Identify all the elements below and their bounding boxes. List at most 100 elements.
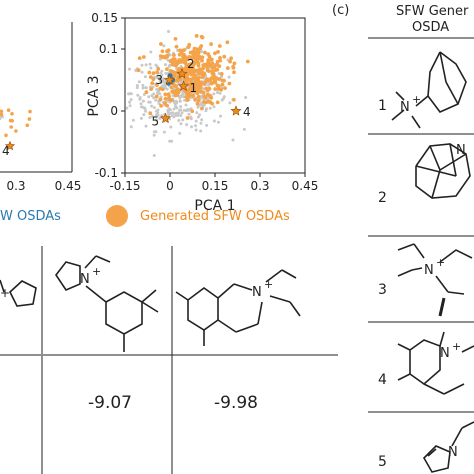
scatter-point — [159, 71, 163, 75]
y-tick-label: -0.1 — [95, 166, 118, 180]
highlighted-star — [4, 140, 16, 151]
scatter-point — [176, 113, 180, 117]
scatter-point — [141, 99, 145, 103]
scatter-point — [231, 138, 235, 142]
scatter-point — [160, 49, 165, 54]
highlight-label: 3 — [155, 73, 163, 87]
scatter-point — [194, 34, 199, 38]
scatter-point — [129, 125, 133, 129]
scatter-point — [191, 93, 196, 98]
scatter-point — [183, 78, 188, 83]
scatter-point — [217, 44, 222, 48]
left-x-tick-label: 0.3 — [6, 179, 25, 193]
scatter-point — [231, 65, 236, 70]
svg-text:N: N — [440, 346, 450, 361]
scatter-point — [149, 87, 154, 91]
scatter-point — [165, 67, 169, 71]
scatter-point — [225, 40, 230, 45]
scatter-point — [166, 111, 170, 115]
scatter-point — [165, 103, 170, 108]
scatter-point — [139, 102, 143, 106]
scatter-point — [175, 106, 179, 110]
legend: W OSDAs Generated SFW OSDAs — [0, 205, 290, 227]
scatter-point — [143, 75, 147, 79]
scatter-point — [194, 128, 198, 132]
scatter-point — [209, 57, 214, 62]
main-x-axis-label: PCA 1 — [194, 198, 235, 214]
scatter-point — [148, 116, 152, 119]
scatter-point — [232, 61, 237, 66]
scatter-point — [148, 62, 152, 66]
scatter-point — [212, 105, 216, 109]
scatter-point — [168, 63, 172, 67]
scatter-point — [242, 127, 246, 131]
panel-c-row-number: 5 — [378, 454, 387, 470]
scatter-point — [163, 81, 167, 85]
scatter-point — [152, 92, 156, 96]
molecule-structure: N — [415, 143, 471, 199]
scatter-point — [196, 105, 200, 109]
scatter-point — [195, 111, 199, 115]
scatter-point — [156, 113, 160, 117]
scatter-point — [193, 60, 198, 64]
scatter-point — [172, 107, 176, 111]
scatter-point — [190, 77, 195, 81]
scatter-point — [178, 99, 182, 103]
panel-c: (c) SFW Gener OSDA 1 2 3 4 5 N + — [332, 3, 474, 473]
scatter-point — [172, 57, 177, 62]
scatter-point — [186, 56, 191, 61]
scatter-point — [187, 91, 192, 96]
scatter-point — [165, 87, 169, 91]
scatter-point — [218, 56, 222, 60]
scatter-point — [208, 77, 213, 82]
scatter-point — [158, 116, 162, 120]
scatter-point — [150, 104, 154, 108]
scatter-point — [202, 94, 207, 98]
scatter-point — [158, 86, 163, 91]
scatter-point — [185, 123, 189, 127]
scatter-point — [170, 89, 175, 94]
scatter-point — [200, 35, 205, 40]
scatter-point — [144, 63, 148, 67]
scatter-point — [148, 75, 153, 79]
highlight-label: 1 — [190, 81, 198, 95]
scatter-point — [232, 70, 236, 75]
scatter-point — [203, 103, 206, 107]
left-highlight-label-4: 4 — [2, 144, 10, 158]
scatter-point — [227, 75, 231, 79]
molecule-structure: + — [0, 279, 37, 307]
scatter-point — [185, 116, 190, 120]
scatter-point — [138, 96, 142, 100]
scatter-point — [189, 115, 193, 119]
scatter-point — [174, 92, 179, 97]
scatter-point — [168, 59, 173, 64]
scatter-point — [28, 109, 32, 114]
svg-text:N: N — [424, 263, 434, 278]
scatter-point — [200, 58, 204, 63]
scatter-point — [131, 118, 135, 122]
binding-energy-value: -9.07 — [88, 393, 132, 413]
scatter-point — [215, 83, 220, 88]
scatter-point — [212, 92, 216, 96]
scatter-point — [217, 72, 221, 75]
scatter-point — [14, 129, 18, 133]
scatter-point — [206, 58, 211, 63]
scatter-point — [215, 100, 220, 105]
scatter-point — [210, 61, 215, 65]
scatter-point — [188, 64, 193, 69]
scatter-point — [213, 51, 217, 56]
scatter-point — [199, 129, 203, 133]
scatter-point — [194, 119, 198, 123]
scatter-point — [193, 97, 198, 102]
binding-energy-value: -9.98 — [214, 393, 258, 413]
scatter-point — [216, 50, 220, 54]
scatter-point — [129, 98, 133, 102]
molecule-structure: N + — [397, 331, 474, 395]
scatter-point — [128, 104, 132, 108]
scatter-point — [195, 101, 200, 106]
scatter-point — [164, 72, 168, 75]
x-tick-label: 0 — [166, 179, 174, 193]
scatter-point — [179, 105, 183, 109]
scatter-point — [201, 87, 205, 91]
